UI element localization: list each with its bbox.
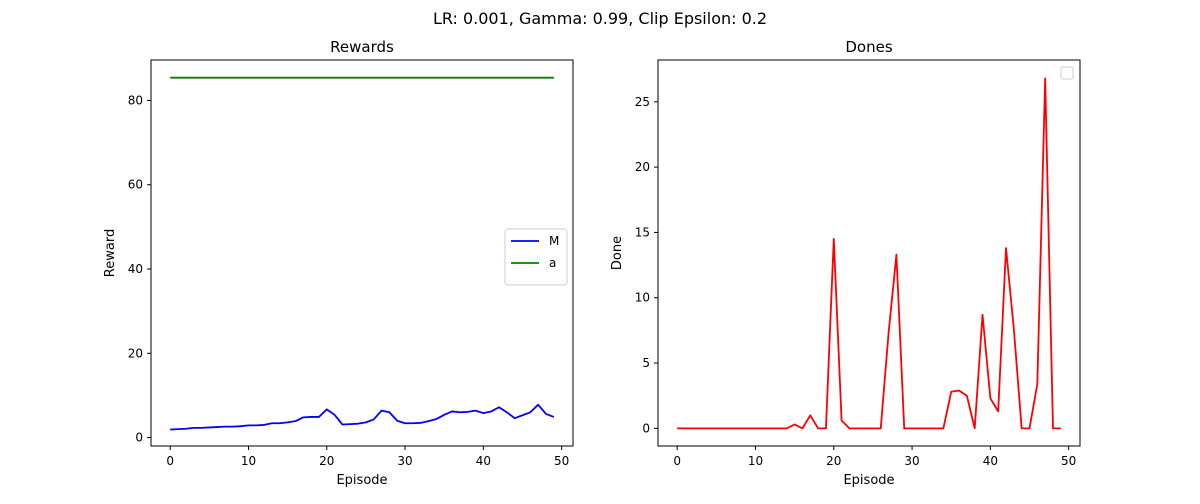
dones-ytick-label: 10 <box>635 291 650 305</box>
rewards-xtick-label: 50 <box>554 454 569 468</box>
rewards-xtick-label: 20 <box>319 454 334 468</box>
dones-legend-empty <box>1060 66 1074 80</box>
dones-plot: 0 10 20 30 40 50 0 5 10 15 20 25 Dones Episode Done <box>610 38 1081 488</box>
rewards-legend-label-M: M <box>549 234 559 248</box>
dones-title: Dones <box>845 38 892 56</box>
rewards-xtick-label: 10 <box>241 454 256 468</box>
dones-ytick-label: 5 <box>642 356 650 370</box>
rewards-xtick-label: 30 <box>397 454 412 468</box>
rewards-xtick-label: 40 <box>476 454 491 468</box>
dones-ytick-label: 25 <box>635 95 650 109</box>
dones-axes-frame <box>657 59 1081 447</box>
dones-ylabel: Done <box>610 236 625 270</box>
rewards-xlabel: Episode <box>336 473 387 488</box>
figure-suptitle: LR: 0.001, Gamma: 0.99, Clip Epsilon: 0.… <box>433 9 767 28</box>
rewards-legend <box>504 228 568 286</box>
rewards-plot: 0 10 20 30 40 50 0 20 40 60 80 Rewards Episode Reward… <box>103 38 574 488</box>
dones-xlabel: Episode <box>843 473 894 488</box>
dones-ytick-label: 0 <box>642 421 650 435</box>
rewards-ytick-label: 60 <box>128 178 143 192</box>
rewards-ytick-label: 40 <box>128 262 143 276</box>
rewards-ytick-label: 20 <box>128 346 143 360</box>
dones-series-line-0 <box>677 77 1061 430</box>
dones-xtick-label: 40 <box>983 454 998 468</box>
rewards-legend-label-a: a <box>549 256 556 270</box>
rewards-title: Rewards <box>330 38 394 56</box>
dones-xtick-label: 50 <box>1061 454 1076 468</box>
dones-xtick-label: 20 <box>826 454 841 468</box>
rewards-ytick-label: 0 <box>135 431 143 445</box>
rewards-axes-frame <box>150 59 574 447</box>
dones-ytick-label: 20 <box>635 160 650 174</box>
dones-xtick-label: 0 <box>673 454 681 468</box>
dones-ytick-label: 15 <box>635 225 650 239</box>
rewards-ylabel: Reward <box>103 229 118 277</box>
rewards-xtick-label: 0 <box>166 454 174 468</box>
rewards-series-line-M <box>170 403 555 431</box>
rewards-ytick-label: 80 <box>128 93 143 107</box>
dones-xtick-label: 10 <box>748 454 763 468</box>
dones-xtick-label: 30 <box>904 454 919 468</box>
